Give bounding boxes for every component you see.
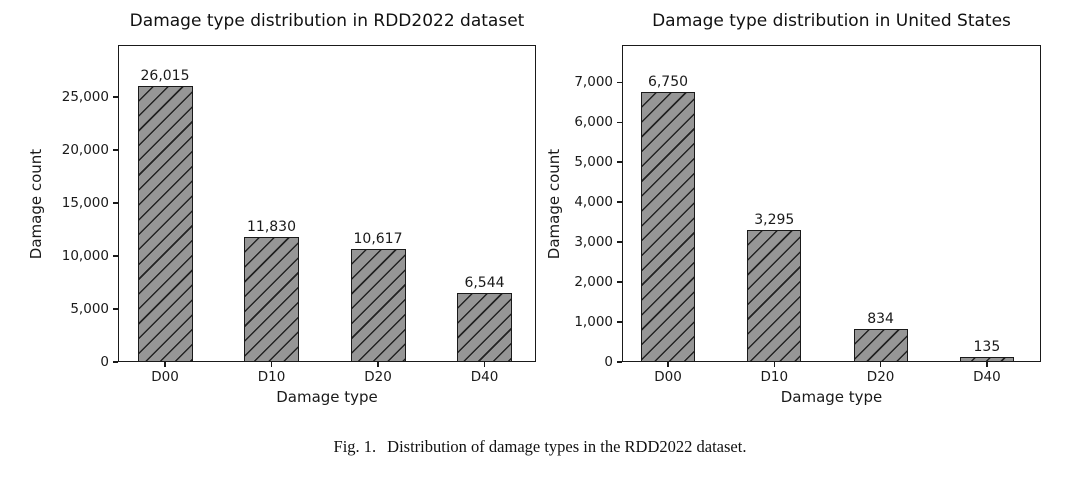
y-tick-label: 5,000 (574, 154, 613, 171)
bar-value-label: 834 (867, 310, 894, 327)
y-tick-label: 4,000 (574, 194, 613, 211)
x-tick-label: D40 (973, 369, 1001, 385)
y-tick-mark (113, 96, 118, 98)
y-tick-mark (113, 308, 118, 310)
bar (350, 249, 406, 362)
x-tick-mark (879, 362, 882, 367)
y-tick-mark (113, 361, 118, 363)
x-tick-label: D10 (760, 369, 789, 385)
x-tick-mark (773, 362, 775, 367)
y-tick-label: 25,000 (61, 88, 109, 105)
y-tick-label: 0 (100, 354, 109, 370)
x-tick-label: D10 (257, 369, 286, 385)
x-axis-label: Damage type (780, 388, 883, 406)
y-tick-mark (617, 161, 622, 163)
x-tick-label: D40 (470, 369, 499, 385)
bar-value-label: 135 (973, 338, 1001, 355)
y-tick-mark (617, 281, 622, 283)
x-tick-mark (377, 362, 379, 367)
x-tick-label: D20 (364, 369, 392, 385)
y-tick-mark (617, 201, 622, 203)
x-tick-label: D00 (151, 369, 179, 385)
y-tick-mark (113, 202, 118, 204)
chart-title: Damage type distribution in RDD2022 data… (129, 11, 525, 31)
bar (959, 356, 1014, 362)
chart-united-states: Damage type distribution in United State… (540, 0, 1080, 412)
bar-value-label: 3,295 (754, 212, 795, 229)
bar-value-label: 6,750 (647, 74, 689, 91)
x-tick-mark (270, 362, 273, 367)
y-tick-label: 3,000 (574, 234, 613, 251)
bar (244, 236, 299, 362)
bar-value-label: 26,015 (140, 68, 190, 85)
bar (641, 92, 695, 362)
y-tick-label: 5,000 (70, 300, 109, 317)
caption-label: Fig. 1. (333, 437, 377, 456)
x-tick-mark (667, 362, 669, 367)
figure-caption: Fig. 1. Distribution of damage types in t… (0, 437, 1080, 457)
bar (137, 86, 193, 362)
bar (853, 328, 908, 362)
y-tick-label: 10,000 (61, 247, 109, 264)
y-tick-mark (113, 255, 118, 257)
x-tick-mark (483, 362, 486, 367)
x-axis-label: Damage type (276, 388, 378, 406)
caption-text: Distribution of damage types in the RDD2… (387, 437, 747, 456)
chart-title: Damage type distribution in United State… (652, 11, 1011, 31)
y-tick-mark (113, 149, 118, 151)
y-tick-label: 6,000 (574, 114, 613, 131)
bar (457, 292, 512, 362)
bar-value-label: 11,830 (247, 218, 296, 235)
bar-value-label: 6,544 (464, 274, 505, 291)
y-tick-mark (617, 321, 622, 323)
x-tick-label: D20 (866, 369, 895, 385)
y-tick-mark (617, 241, 622, 243)
y-tick-mark (617, 81, 622, 83)
y-tick-label: 15,000 (61, 194, 109, 211)
y-tick-mark (617, 361, 622, 363)
x-tick-mark (164, 362, 166, 367)
y-tick-label: 1,000 (574, 314, 613, 331)
x-tick-label: D00 (654, 369, 682, 385)
chart-rdd2022: Damage type distribution in RDD2022 data… (0, 0, 540, 412)
y-tick-label: 7,000 (574, 74, 613, 91)
y-tick-mark (617, 121, 622, 123)
bar (747, 230, 802, 362)
bar-value-label: 10,617 (353, 231, 403, 248)
y-tick-label: 2,000 (574, 274, 613, 291)
x-tick-mark (986, 362, 988, 367)
y-tick-label: 20,000 (61, 141, 109, 158)
y-tick-label: 0 (604, 354, 613, 370)
